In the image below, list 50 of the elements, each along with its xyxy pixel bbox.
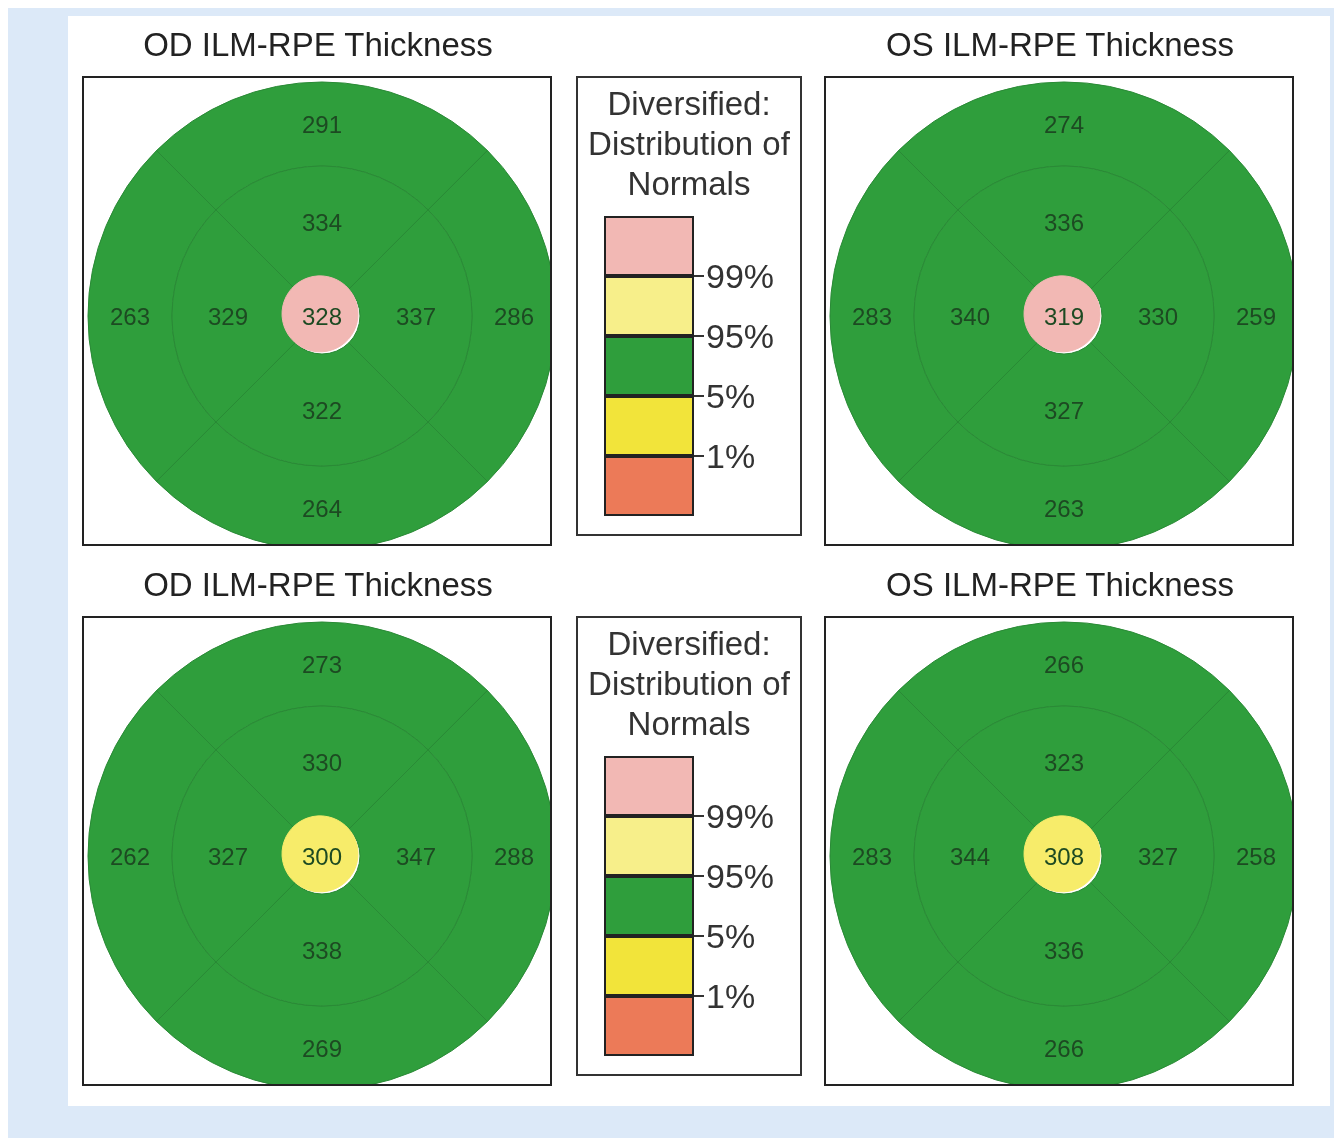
data-label: 336 — [1043, 936, 1085, 964]
text: 1% — [706, 436, 756, 476]
text: 5% — [706, 916, 756, 956]
data-label: 340 — [949, 302, 991, 330]
data-label: 323 — [1043, 748, 1085, 776]
data-label: 258 — [1235, 842, 1277, 870]
data-label: 344 — [949, 842, 991, 870]
text: Diversified: Distribution of Normals — [587, 84, 791, 204]
data-label: 269 — [301, 1034, 343, 1062]
text: OD ILM-RPE Thickness — [142, 566, 494, 605]
data-label: 327 — [1137, 842, 1179, 870]
text: 5% — [706, 376, 756, 416]
data-label: 334 — [301, 208, 343, 236]
data-label: 286 — [493, 302, 535, 330]
data-label: 259 — [1235, 302, 1277, 330]
data-label: 322 — [301, 396, 343, 424]
data-label: 327 — [1043, 396, 1085, 424]
data-label: 336 — [1043, 208, 1085, 236]
data-label: 263 — [1043, 494, 1085, 522]
data-label: 347 — [395, 842, 437, 870]
data-label: 266 — [1043, 650, 1085, 678]
text: 95% — [706, 316, 775, 356]
data-label: 337 — [395, 302, 437, 330]
data-label: 328 — [301, 302, 343, 330]
data-label: 262 — [109, 842, 151, 870]
text: 1% — [706, 976, 756, 1016]
data-label: 263 — [109, 302, 151, 330]
text: 99% — [706, 796, 775, 836]
data-label: 266 — [1043, 1034, 1085, 1062]
data-label: 274 — [1043, 110, 1085, 138]
data-label: 291 — [301, 110, 343, 138]
text: OD ILM-RPE Thickness — [142, 26, 494, 65]
text: OS ILM-RPE Thickness — [885, 26, 1235, 65]
data-label: 308 — [1043, 842, 1085, 870]
text: Diversified: Distribution of Normals — [587, 624, 791, 744]
data-label: 300 — [301, 842, 343, 870]
text: OS ILM-RPE Thickness — [885, 566, 1235, 605]
data-label: 327 — [207, 842, 249, 870]
data-label: 273 — [301, 650, 343, 678]
data-label: 283 — [851, 302, 893, 330]
text: 99% — [706, 256, 775, 296]
data-label: 264 — [301, 494, 343, 522]
data-label: 283 — [851, 842, 893, 870]
text: 95% — [706, 856, 775, 896]
data-label: 338 — [301, 936, 343, 964]
data-label: 329 — [207, 302, 249, 330]
data-label: 330 — [1137, 302, 1179, 330]
data-label: 330 — [301, 748, 343, 776]
data-label: 288 — [493, 842, 535, 870]
data-label: 319 — [1043, 302, 1085, 330]
